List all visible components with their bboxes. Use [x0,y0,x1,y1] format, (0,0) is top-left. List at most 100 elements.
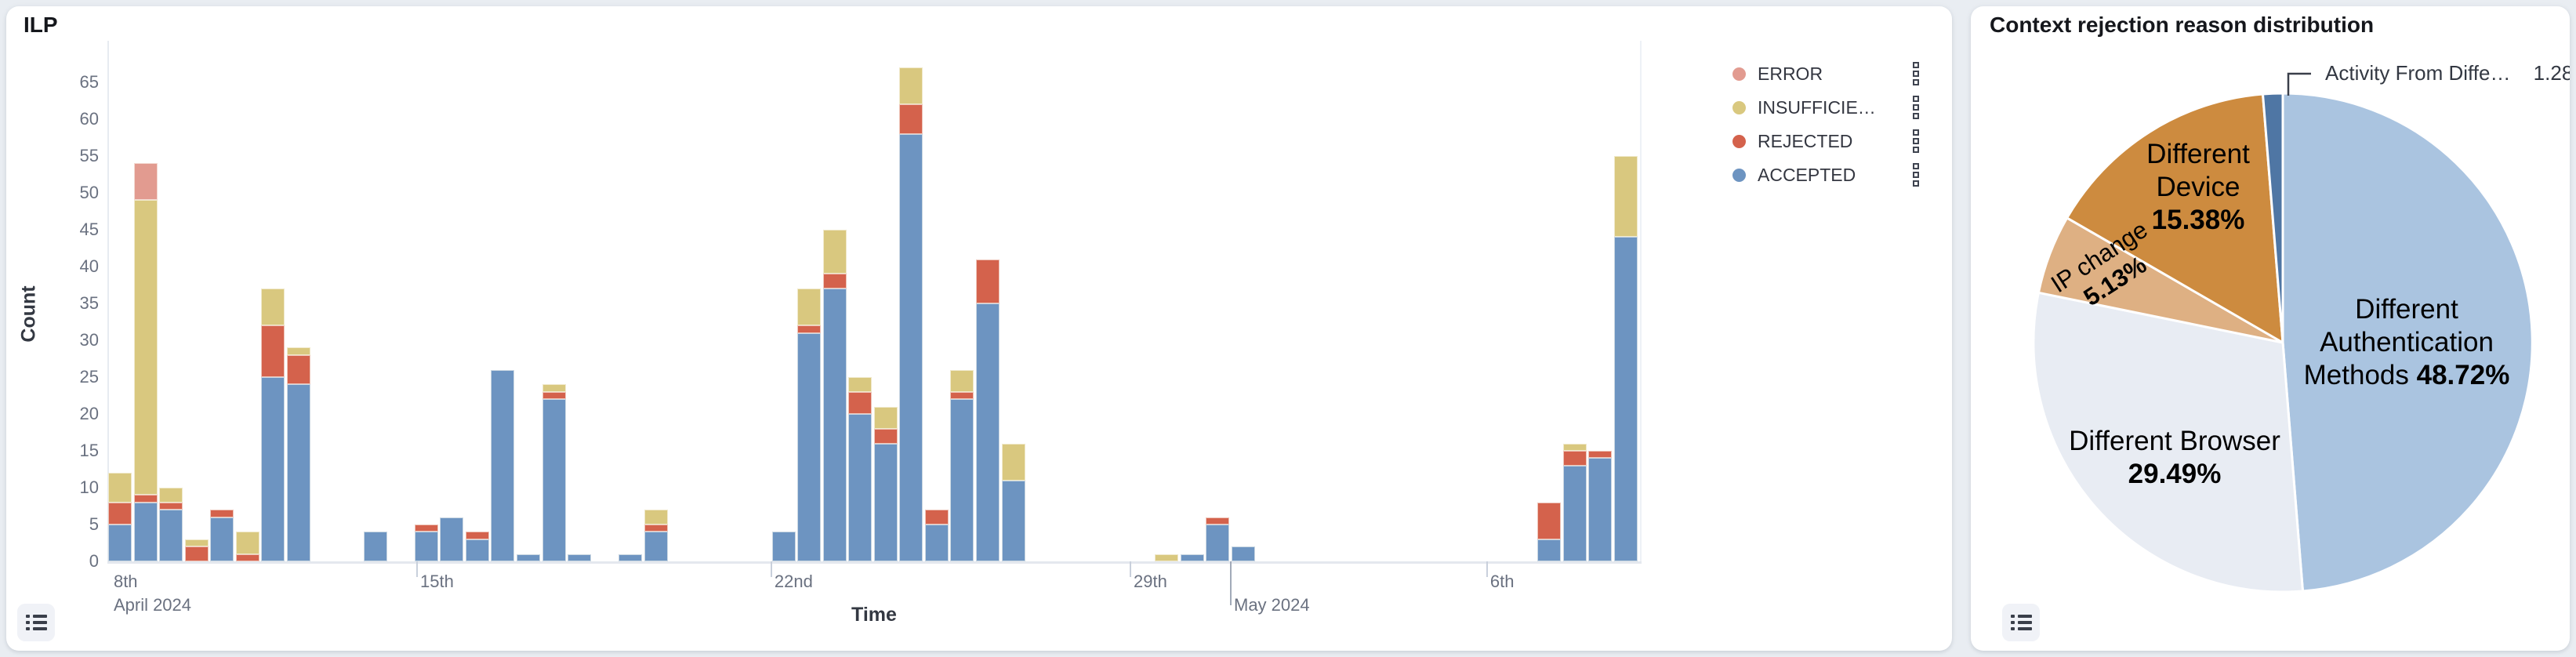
stacked-bar[interactable] [976,259,1000,561]
stacked-bar[interactable] [1180,554,1204,561]
pie-chart-panel: Context rejection reason distribution Di… [1971,6,2570,651]
bar-segment-insufficient [184,539,209,547]
stacked-bar[interactable] [414,525,438,561]
y-axis-tick-label: 45 [79,220,99,239]
bar-segment-accepted [465,539,489,561]
pie-slice-dam[interactable] [2281,92,2534,593]
y-axis-tick-label: 60 [79,109,99,129]
bar-segment-rejected [133,495,158,503]
stacked-bar[interactable] [491,369,515,561]
x-axis-tick-mark [1130,561,1132,577]
bar-segment-accepted [771,532,796,561]
stacked-bar[interactable] [542,384,566,561]
bar-segment-rejected [822,274,847,289]
bar-segment-accepted [950,399,974,561]
bar-chart-plot-area[interactable]: Count Time 0 5 10 15 20 25 30 35 40 45 50 55 60 65 8th… [6,6,1952,651]
pie-slice-browser[interactable] [2032,291,2304,593]
y-axis-tick-label: 35 [79,293,99,313]
stacked-bar[interactable] [210,510,234,561]
bar-segment-rejected [873,428,898,444]
legend-item-rejected[interactable]: REJECTED [1732,129,1919,154]
stacked-bar[interactable] [873,406,898,561]
stacked-bar[interactable] [1588,451,1613,561]
stacked-bar[interactable] [924,510,949,561]
stacked-bar[interactable] [950,369,974,561]
x-axis-tick-label: 29th [1134,572,1167,591]
bar-segment-rejected [542,391,566,400]
panel-options-button[interactable] [2002,604,2040,641]
legend-color-dot-icon [1732,100,1746,114]
stacked-bar[interactable] [108,473,132,561]
bar-segment-insufficient [1001,443,1025,481]
stacked-bar[interactable] [235,532,259,561]
bar-segment-accepted [491,369,515,561]
bar-segment-rejected [1206,517,1230,525]
bar-segment-rejected [1562,451,1587,466]
bar-segment-accepted [1180,554,1204,561]
stacked-bar[interactable] [619,554,643,561]
stacked-bar[interactable] [516,554,540,561]
bar-segment-insufficient [644,510,668,525]
stacked-bar[interactable] [440,517,464,561]
bar-segment-accepted [1614,237,1638,561]
x-axis-tick-label: May 2024 [1234,595,1310,615]
kebab-squares-icon[interactable] [1913,62,1919,85]
bar-segment-accepted [924,525,949,561]
bar-segment-insufficient [1614,156,1638,238]
stacked-bar[interactable] [848,377,873,561]
x-axis-tick-label: 15th [419,572,454,591]
bar-segment-accepted [363,532,387,561]
panel-options-button[interactable] [17,604,55,641]
legend-item-insufficient[interactable]: INSUFFICIE… [1732,95,1919,120]
bar-segment-accepted [568,554,592,561]
pie-slice-activity[interactable] [2262,92,2284,344]
bar-segment-rejected [950,391,974,400]
bar-segment-insufficient [542,384,566,392]
bar-segment-accepted [1231,546,1255,561]
stacked-bar[interactable] [184,539,209,561]
pie-slice-device[interactable] [2066,93,2284,344]
stacked-bar[interactable] [1154,554,1178,561]
bar-segment-accepted [1537,539,1562,561]
bar-segment-insufficient [286,347,310,355]
stacked-bar[interactable] [286,347,310,561]
stacked-bar[interactable] [159,488,183,561]
stacked-bar[interactable] [1537,502,1562,561]
pie-chart[interactable] [1971,6,2570,651]
bar-segment-insufficient [950,369,974,392]
stacked-bar[interactable] [261,289,285,561]
stacked-bar[interactable] [797,289,822,561]
stacked-bar[interactable] [1206,517,1230,561]
y-axis-tick-label: 20 [79,404,99,423]
y-axis-tick-label: 15 [79,441,99,460]
x-axis-tick-mark [1486,561,1488,577]
stacked-bar[interactable] [363,532,387,561]
stacked-bar[interactable] [644,510,668,561]
legend-item-error[interactable]: ERROR [1732,61,1919,86]
legend-item-label: INSUFFICIE… [1758,96,1876,118]
bar-segment-accepted [619,554,643,561]
bar-segment-rejected [848,391,873,414]
bar-segment-insufficient [873,406,898,429]
stacked-bar[interactable] [771,532,796,561]
kebab-squares-icon[interactable] [1913,96,1919,119]
stacked-bar[interactable] [568,554,592,561]
y-axis-tick-label: 65 [79,72,99,92]
stacked-bar[interactable] [822,230,847,561]
legend-item-label: ACCEPTED [1758,164,1856,185]
stacked-bar[interactable] [1562,443,1587,561]
stacked-bar[interactable] [1614,156,1638,561]
bar-segment-rejected [184,546,209,561]
stacked-bar[interactable] [899,67,923,561]
kebab-squares-icon[interactable] [1913,163,1919,187]
bar-segment-rejected [899,104,923,134]
kebab-squares-icon[interactable] [1913,129,1919,153]
stacked-bar[interactable] [1231,546,1255,561]
stacked-bar[interactable] [133,163,158,561]
stacked-bar[interactable] [465,532,489,561]
stacked-bar[interactable] [1001,443,1025,561]
legend-item-accepted[interactable]: ACCEPTED [1732,162,1919,187]
bar-segment-insufficient [235,532,259,554]
panel-title-pie: Context rejection reason distribution [1990,13,2375,37]
bar-segment-accepted [1206,525,1230,561]
